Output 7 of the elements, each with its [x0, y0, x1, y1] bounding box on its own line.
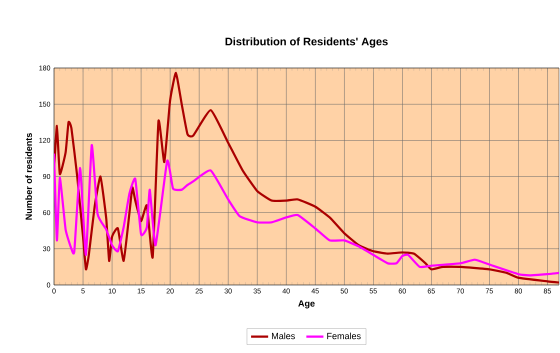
legend-label: Males: [272, 332, 295, 340]
y-axis-title: Number of residents: [25, 133, 32, 220]
chart-title: Distribution of Residents' Ages: [226, 37, 388, 48]
line-series: [54, 144, 559, 276]
legend-label: Females: [327, 332, 361, 340]
x-axis-title: Age: [298, 300, 315, 308]
line-series: [54, 72, 559, 284]
